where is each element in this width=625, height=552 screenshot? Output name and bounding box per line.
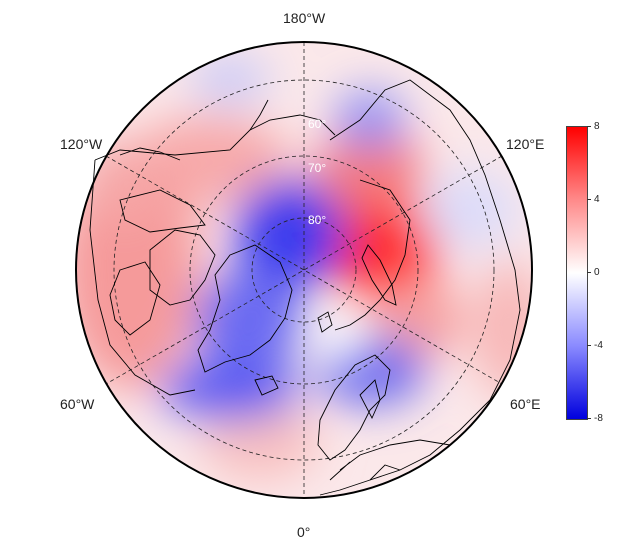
anomaly-field — [76, 42, 532, 498]
colorbar-tick-minus-4: -4 — [594, 340, 603, 351]
lon-label-upper-right: 120°E — [506, 136, 545, 152]
lon-label-bottom: 0° — [297, 524, 311, 540]
lat-label-70: 70° — [308, 161, 326, 175]
lon-label-lower-left: 60°W — [60, 396, 95, 412]
colorbar-gradient — [566, 126, 588, 420]
colorbar-tick-0: 0 — [594, 267, 600, 278]
colorbar-tick-4: 4 — [594, 194, 600, 205]
lon-label-upper-left: 120°W — [60, 136, 103, 152]
lat-label-80: 80° — [308, 213, 326, 227]
colorbar-tick-minus-8: -8 — [594, 413, 603, 424]
colorbar-tick-8: 8 — [594, 121, 600, 132]
lon-label-top: 180°W — [283, 10, 326, 26]
map-boundary — [75, 41, 533, 499]
lon-label-lower-right: 60°E — [510, 396, 541, 412]
colorbar: 8 4 0 -4 -8 — [566, 121, 603, 424]
graticule — [105, 42, 503, 498]
lat-label-60: 60° — [308, 117, 326, 131]
coastlines — [89, 79, 521, 496]
